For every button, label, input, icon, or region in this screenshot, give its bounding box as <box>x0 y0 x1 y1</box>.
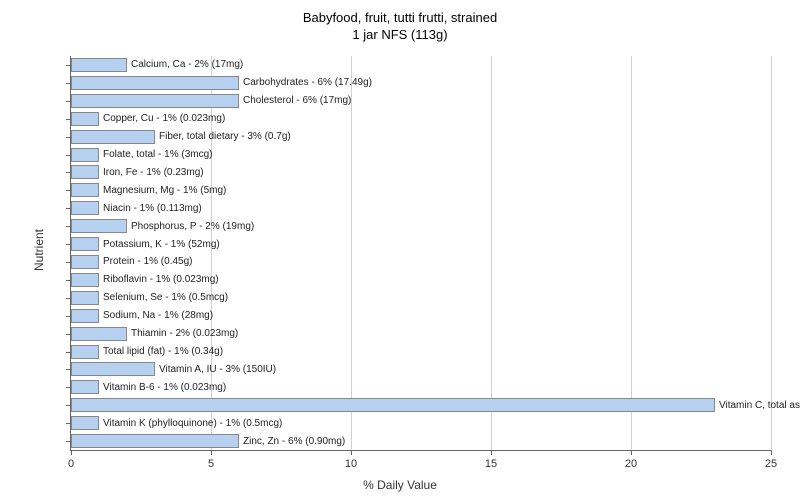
bar <box>71 416 99 430</box>
bar <box>71 201 99 215</box>
bar <box>71 291 99 305</box>
bar <box>71 76 239 90</box>
bar-row: Riboflavin - 1% (0.023mg) <box>71 273 219 287</box>
bar-label: Riboflavin - 1% (0.023mg) <box>103 274 219 285</box>
bar-row: Vitamin C, total ascorbic acid - 23% (14… <box>71 398 800 412</box>
bar <box>71 255 99 269</box>
bar <box>71 58 127 72</box>
bar-row: Vitamin K (phylloquinone) - 1% (0.5mcg) <box>71 416 282 430</box>
bar-label: Thiamin - 2% (0.023mg) <box>131 328 238 339</box>
bar-label: Vitamin B-6 - 1% (0.023mg) <box>103 382 226 393</box>
bar-row: Magnesium, Mg - 1% (5mg) <box>71 183 226 197</box>
x-axis-label: % Daily Value <box>363 478 437 492</box>
title-line-1: Babyfood, fruit, tutti frutti, strained <box>0 10 800 27</box>
x-tick <box>211 450 212 455</box>
bar-row: Selenium, Se - 1% (0.5mcg) <box>71 291 228 305</box>
bar <box>71 130 155 144</box>
bar-row: Potassium, K - 1% (52mg) <box>71 237 220 251</box>
x-tick-label: 10 <box>345 458 357 470</box>
y-axis-label: Nutrient <box>32 229 46 271</box>
gridline <box>771 56 772 450</box>
bar <box>71 183 99 197</box>
bar-label: Magnesium, Mg - 1% (5mg) <box>103 185 226 196</box>
bar <box>71 327 127 341</box>
bar-label: Total lipid (fat) - 1% (0.34g) <box>103 346 223 357</box>
x-tick-label: 5 <box>208 458 214 470</box>
bar-label: Niacin - 1% (0.113mg) <box>103 203 202 214</box>
bar <box>71 112 99 126</box>
bar <box>71 309 99 323</box>
x-tick-label: 15 <box>485 458 497 470</box>
bar-label: Selenium, Se - 1% (0.5mcg) <box>103 292 228 303</box>
bar-label: Vitamin A, IU - 3% (150IU) <box>159 364 276 375</box>
bar-label: Vitamin K (phylloquinone) - 1% (0.5mcg) <box>103 418 282 429</box>
bar <box>71 94 239 108</box>
gridline <box>631 56 632 450</box>
bar-label: Protein - 1% (0.45g) <box>103 256 193 267</box>
bar-row: Cholesterol - 6% (17mg) <box>71 94 351 108</box>
bar-row: Copper, Cu - 1% (0.023mg) <box>71 112 225 126</box>
bar-row: Calcium, Ca - 2% (17mg) <box>71 58 243 72</box>
bar-row: Carbohydrates - 6% (17.49g) <box>71 76 372 90</box>
bar-label: Carbohydrates - 6% (17.49g) <box>243 77 372 88</box>
bar-label: Zinc, Zn - 6% (0.90mg) <box>243 436 345 447</box>
bar-row: Iron, Fe - 1% (0.23mg) <box>71 165 204 179</box>
bar-row: Phosphorus, P - 2% (19mg) <box>71 219 254 233</box>
chart-container: Babyfood, fruit, tutti frutti, strained … <box>0 0 800 500</box>
x-tick <box>631 450 632 455</box>
x-tick-label: 25 <box>765 458 777 470</box>
bar <box>71 237 99 251</box>
bar-label: Potassium, K - 1% (52mg) <box>103 239 220 250</box>
bar-label: Iron, Fe - 1% (0.23mg) <box>103 167 204 178</box>
bar <box>71 219 127 233</box>
bar-row: Fiber, total dietary - 3% (0.7g) <box>71 130 291 144</box>
bar-label: Copper, Cu - 1% (0.023mg) <box>103 113 225 124</box>
bar <box>71 273 99 287</box>
bar <box>71 345 99 359</box>
bar-row: Protein - 1% (0.45g) <box>71 255 193 269</box>
bar-row: Vitamin B-6 - 1% (0.023mg) <box>71 380 226 394</box>
x-tick-label: 0 <box>68 458 74 470</box>
bar-label: Vitamin C, total ascorbic acid - 23% (14… <box>719 400 800 411</box>
title-line-2: 1 jar NFS (113g) <box>0 27 800 44</box>
bar-label: Calcium, Ca - 2% (17mg) <box>131 59 243 70</box>
bar <box>71 434 239 448</box>
x-tick <box>771 450 772 455</box>
gridline <box>491 56 492 450</box>
bar <box>71 398 715 412</box>
x-tick-label: 20 <box>625 458 637 470</box>
bar-label: Fiber, total dietary - 3% (0.7g) <box>159 131 291 142</box>
bar <box>71 148 99 162</box>
bar <box>71 362 155 376</box>
bar-row: Sodium, Na - 1% (28mg) <box>71 309 213 323</box>
bar-label: Cholesterol - 6% (17mg) <box>243 95 351 106</box>
bar-row: Total lipid (fat) - 1% (0.34g) <box>71 345 223 359</box>
chart-title: Babyfood, fruit, tutti frutti, strained … <box>0 0 800 44</box>
gridline <box>351 56 352 450</box>
bar-row: Niacin - 1% (0.113mg) <box>71 201 202 215</box>
bar-row: Thiamin - 2% (0.023mg) <box>71 327 238 341</box>
bar-row: Zinc, Zn - 6% (0.90mg) <box>71 434 345 448</box>
bar-label: Sodium, Na - 1% (28mg) <box>103 310 213 321</box>
bar <box>71 165 99 179</box>
bar-row: Vitamin A, IU - 3% (150IU) <box>71 362 276 376</box>
bar-row: Folate, total - 1% (3mcg) <box>71 148 212 162</box>
bar-label: Folate, total - 1% (3mcg) <box>103 149 212 160</box>
x-tick <box>351 450 352 455</box>
plot-area: 0510152025Calcium, Ca - 2% (17mg)Carbohy… <box>70 56 771 451</box>
x-tick <box>491 450 492 455</box>
x-tick <box>71 450 72 455</box>
bar <box>71 380 99 394</box>
bar-label: Phosphorus, P - 2% (19mg) <box>131 221 254 232</box>
